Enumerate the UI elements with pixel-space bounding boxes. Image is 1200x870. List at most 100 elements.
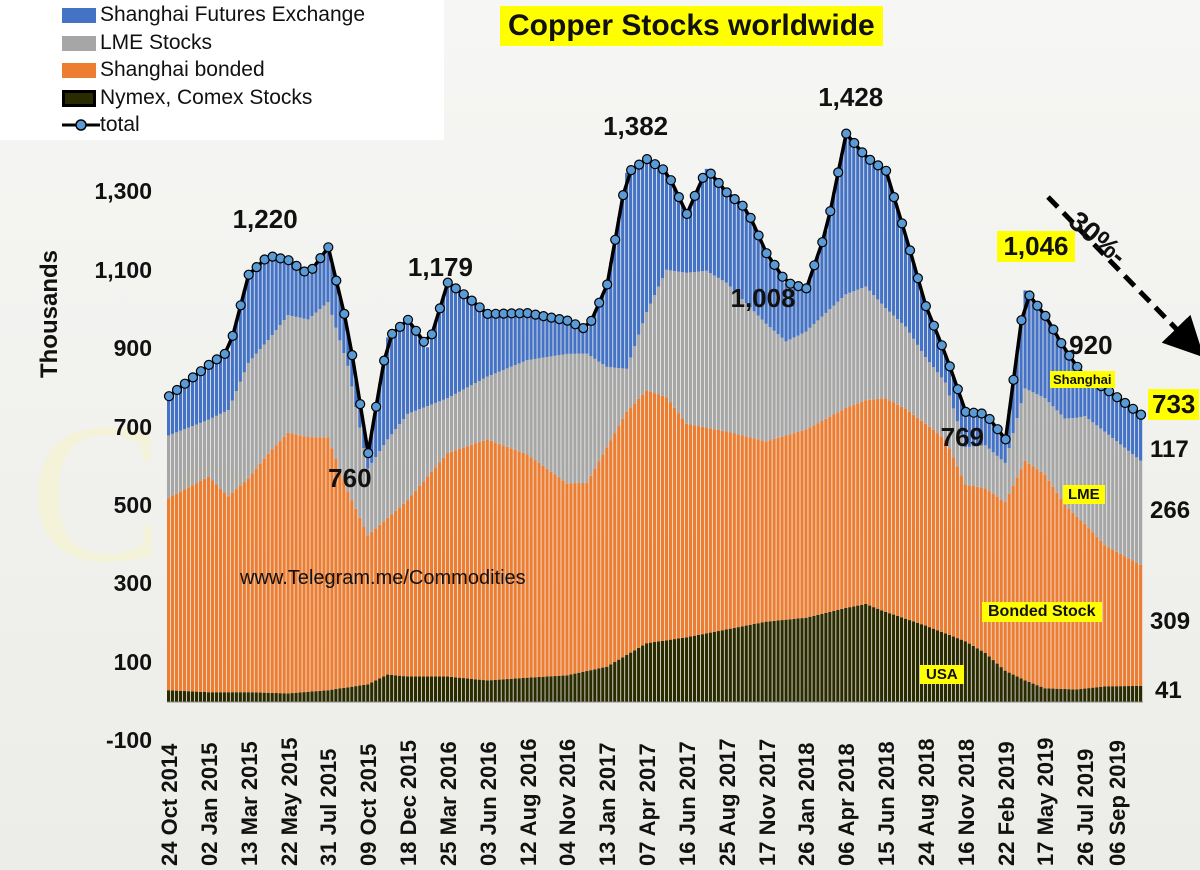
bar-segment [955, 466, 959, 639]
bar-segment [844, 607, 848, 702]
point-label: 1,046 [997, 231, 1075, 263]
total-point [745, 212, 756, 223]
bar-segment [1003, 462, 1007, 503]
bar-segment [848, 406, 852, 608]
total-point [195, 366, 206, 377]
bar-segment [286, 260, 290, 316]
bar-segment [780, 337, 784, 437]
bar-segment [238, 305, 242, 382]
bar-segment [374, 680, 378, 702]
bar-segment [621, 418, 625, 658]
bar-segment [457, 391, 461, 449]
bar-segment [378, 678, 382, 702]
bar-segment [206, 692, 211, 702]
chart-title: Copper Stocks worldwide [500, 6, 883, 46]
total-point [163, 391, 175, 402]
bar-segment [915, 344, 920, 418]
bar-segment [1019, 469, 1023, 679]
bar-segment [394, 510, 398, 676]
bar-segment [326, 247, 330, 303]
bar-segment [836, 301, 840, 413]
bar-segment [768, 621, 772, 702]
bar-segment [441, 457, 446, 677]
bar-segment [573, 673, 577, 702]
total-point [211, 354, 222, 365]
watermark-url: www.Telegram.me/Commodities [240, 567, 526, 589]
bar-segment [1123, 556, 1127, 687]
bar-segment [1067, 418, 1071, 509]
bar-segment [840, 608, 844, 702]
bar-segment [481, 310, 485, 379]
bar-segment [362, 684, 366, 702]
bar-segment [258, 463, 262, 693]
bar-segment [1075, 689, 1079, 702]
bar-segment [688, 424, 693, 637]
bar-segment [935, 433, 940, 631]
bar-segment [469, 300, 473, 386]
bar-segment [338, 688, 342, 702]
total-point [442, 277, 453, 288]
x-tick-label: 13 Jan 2017 [595, 742, 621, 866]
bar-segment [326, 437, 330, 691]
x-tick-label: 04 Nov 2016 [555, 738, 581, 866]
bar-segment [963, 447, 967, 485]
total-point [625, 165, 637, 176]
bar-segment [410, 325, 414, 413]
total-point [434, 303, 445, 314]
bar-segment [585, 329, 589, 354]
bar-segment [880, 168, 884, 304]
y-tick-label: 300 [113, 570, 152, 597]
bar-segment [413, 490, 418, 677]
bar-segment [629, 170, 633, 358]
bar-segment [250, 692, 254, 702]
bar-segment [720, 430, 724, 631]
bar-segment [832, 610, 836, 702]
bar-segment [1071, 512, 1075, 690]
bar-segment [816, 423, 820, 615]
bar-segment [708, 428, 712, 633]
bar-segment [911, 621, 916, 702]
bar-segment [1003, 439, 1007, 463]
x-tick-label: 26 Jan 2018 [794, 742, 820, 866]
bar-segment [919, 420, 924, 625]
bar-segment [282, 436, 286, 694]
bar-segment [923, 357, 928, 424]
bar-segment [473, 443, 477, 680]
bar-segment [684, 272, 689, 424]
bar-segment [1111, 549, 1115, 687]
bar-segment [565, 675, 569, 702]
bar-segment [417, 676, 422, 702]
bar-segment [521, 313, 525, 362]
total-point [713, 177, 724, 189]
x-tick-label: 16 Nov 2018 [953, 738, 979, 866]
total-point [394, 321, 406, 332]
bar-segment [194, 374, 199, 425]
bar-segment [1135, 457, 1139, 563]
bar-segment [605, 666, 609, 702]
bar-segment [947, 395, 951, 449]
bar-segment [182, 429, 187, 490]
bar-segment [1087, 688, 1091, 702]
bar-segment [931, 429, 936, 629]
bar-segment [242, 372, 246, 483]
bar-segment [1051, 406, 1055, 487]
bar-segment [784, 282, 788, 342]
bar-segment [1103, 431, 1107, 546]
bar-segment [995, 455, 999, 497]
bar-segment [808, 616, 812, 702]
bar-segment [378, 451, 382, 525]
bar-segment [728, 195, 732, 287]
bar-segment [473, 303, 477, 384]
bar-segment [565, 320, 569, 354]
bar-segment [688, 272, 693, 425]
bar-segment [206, 364, 211, 420]
bar-segment [672, 271, 677, 408]
total-point [1008, 374, 1019, 385]
bar-segment [1047, 322, 1051, 403]
bar-segment [533, 460, 537, 678]
bar-segment [764, 621, 768, 702]
total-point [857, 147, 868, 158]
bar-segment [346, 687, 350, 702]
bar-segment [398, 326, 402, 425]
bar-segment [489, 440, 493, 681]
